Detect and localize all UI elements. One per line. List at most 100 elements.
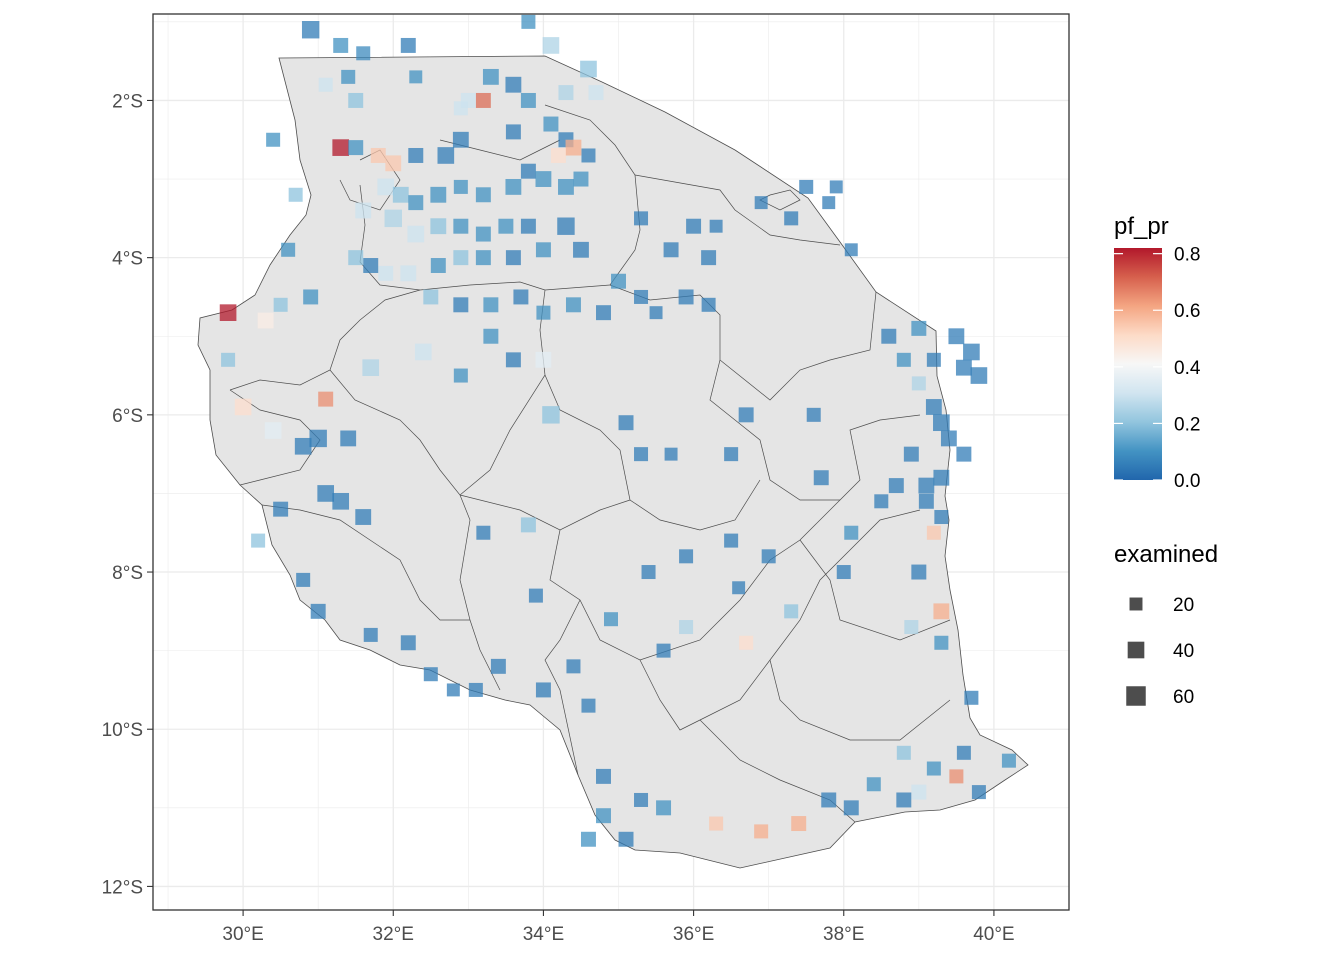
y-tick-label: 4°S [112, 249, 143, 270]
survey-point [468, 682, 483, 697]
survey-point [483, 297, 499, 313]
survey-point [813, 470, 829, 486]
y-tick-label: 8°S [112, 563, 143, 584]
survey-point [580, 831, 596, 847]
survey-point [409, 70, 423, 84]
survey-point [724, 533, 739, 548]
survey-point [926, 525, 941, 540]
plot-panel [152, 13, 1070, 911]
survey-point [234, 398, 252, 416]
survey-point [634, 792, 649, 807]
survey-point [964, 690, 979, 705]
survey-point [423, 289, 439, 305]
survey-point [521, 14, 536, 29]
survey-point [446, 683, 460, 697]
survey-point [791, 816, 807, 832]
survey-point [784, 604, 799, 619]
survey-point [348, 250, 364, 266]
survey-point [363, 258, 379, 273]
survey-point [844, 525, 859, 540]
y-tick-label: 2°S [112, 91, 143, 112]
survey-point [656, 643, 671, 658]
survey-point [536, 305, 551, 320]
x-tick-label: 36°E [673, 924, 714, 945]
survey-point [557, 217, 575, 235]
colorbar-tick-label: 0.4 [1174, 358, 1201, 379]
survey-point [528, 588, 543, 603]
survey-point [732, 581, 746, 595]
survey-point [634, 289, 649, 304]
x-tick-label: 40°E [973, 924, 1014, 945]
survey-point [843, 800, 859, 816]
survey-point [475, 92, 491, 108]
survey-point [911, 376, 926, 391]
survey-point [634, 447, 649, 462]
survey-point [896, 745, 911, 760]
survey-point [430, 218, 447, 235]
survey-point [476, 525, 491, 540]
survey-point [955, 359, 972, 376]
survey-point [423, 667, 438, 682]
survey-point [949, 769, 964, 784]
x-tick-label: 32°E [373, 924, 414, 945]
size-key-square [1129, 597, 1143, 611]
survey-point [925, 399, 942, 415]
survey-point [558, 178, 574, 195]
survey-point [505, 76, 522, 93]
survey-point [332, 492, 350, 510]
survey-point [318, 391, 334, 407]
survey-point [581, 148, 596, 163]
survey-point [414, 343, 432, 361]
survey-point [257, 312, 274, 329]
survey-point [948, 328, 965, 345]
survey-point [408, 147, 424, 163]
survey-point [596, 768, 611, 784]
x-tick-label: 34°E [523, 924, 564, 945]
survey-point [701, 297, 716, 312]
colorbar-ticks: 0.8 0.6 0.4 0.2 0.0 [1114, 245, 1201, 492]
data-points-layer [219, 14, 1016, 847]
survey-point [408, 195, 424, 211]
survey-point [266, 132, 281, 147]
survey-point [543, 116, 559, 132]
size-key-square [1127, 641, 1145, 659]
survey-point [475, 250, 491, 266]
x-tick-label: 30°E [222, 924, 263, 945]
survey-point [310, 603, 326, 619]
survey-point [724, 447, 739, 462]
survey-point [596, 808, 611, 824]
survey-point [558, 85, 574, 101]
survey-point [799, 179, 814, 194]
survey-point [911, 564, 927, 580]
survey-point [475, 187, 491, 203]
survey-point [384, 209, 402, 228]
panel-frame [152, 13, 1070, 911]
survey-point [505, 352, 521, 368]
survey-point [340, 430, 357, 447]
survey-point [822, 196, 836, 210]
survey-point [926, 352, 941, 367]
survey-point [437, 147, 455, 164]
survey-point [363, 627, 378, 642]
survey-point [370, 147, 386, 163]
colorbar-tick-label: 0.8 [1174, 245, 1200, 266]
x-tick-label: 38°E [823, 924, 864, 945]
survey-point [520, 163, 536, 179]
survey-point [400, 635, 416, 651]
survey-point [761, 549, 776, 564]
legend: pf_pr 0.8 0.6 0.4 0.2 0.0 examined 20 40 60 [1114, 213, 1218, 708]
survey-point [649, 306, 663, 320]
survey-point [407, 225, 425, 243]
survey-point [874, 494, 889, 509]
survey-point [251, 533, 266, 548]
survey-point [580, 60, 597, 78]
survey-point [400, 265, 417, 282]
size-key-label: 60 [1173, 687, 1194, 708]
survey-point [933, 603, 950, 620]
survey-point [498, 218, 514, 234]
survey-point [933, 469, 950, 486]
survey-point [273, 297, 288, 312]
survey-point [294, 437, 312, 455]
x-axis: 30°E 32°E 34°E 36°E 38°E 40°E [222, 910, 1015, 945]
survey-point [513, 289, 529, 305]
